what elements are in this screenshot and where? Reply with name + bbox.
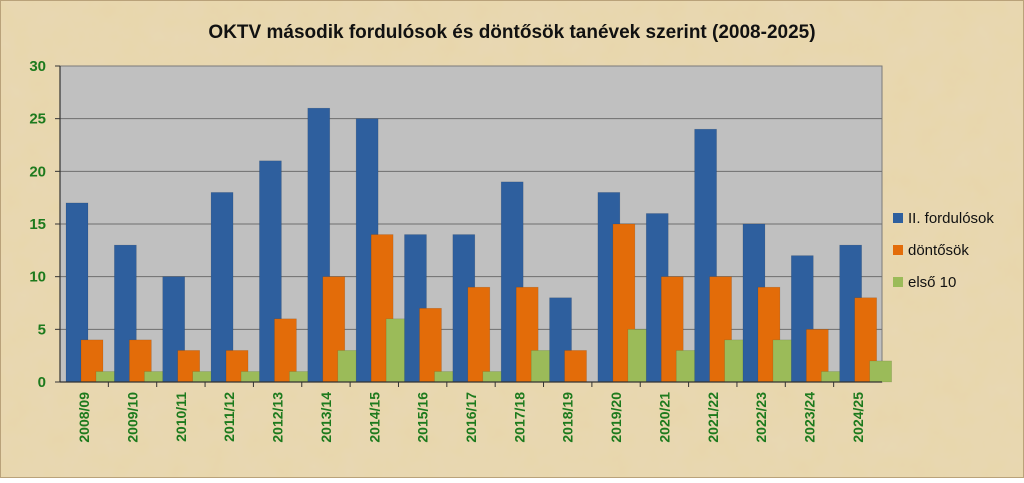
legend-elso-10-swatch — [893, 277, 903, 287]
x-tick-label: 2019/20 — [608, 392, 624, 443]
x-tick-label: 2008/09 — [76, 392, 92, 443]
x-tick-label: 2024/25 — [850, 392, 866, 443]
y-axis-tick-labels: 0 5 10 15 20 25 30 — [29, 58, 46, 391]
x-tick-label: 2017/18 — [511, 392, 527, 443]
bar-dontosok — [564, 350, 587, 383]
y-tick-label: 30 — [29, 58, 46, 75]
y-tick-label: 25 — [29, 111, 46, 128]
bars — [65, 107, 892, 383]
legend-dontosok-label: döntősök — [908, 242, 969, 259]
x-tick-label: 2021/22 — [705, 392, 721, 443]
x-axis-tick-labels: 2008/09 2009/10 2010/11 2011/12 2012/13 2013/… — [76, 392, 866, 443]
x-tick-label: 2013/14 — [318, 392, 334, 443]
x-tick-label: 2022/23 — [753, 392, 769, 443]
x-tick-label: 2020/21 — [656, 392, 672, 443]
y-tick-label: 10 — [29, 269, 46, 286]
x-tick-label: 2023/24 — [801, 392, 817, 443]
chart-title: OKTV második fordulósok és döntősök tané… — [208, 22, 815, 43]
x-tick-label: 2016/17 — [463, 392, 479, 443]
legend-elso-10-label: első 10 — [908, 274, 956, 291]
axes — [55, 65, 882, 387]
x-tick-label: 2010/11 — [173, 392, 189, 442]
x-tick-label: 2014/15 — [366, 392, 382, 443]
y-tick-label: 15 — [29, 216, 46, 233]
legend-ii-fordulosok-swatch — [893, 213, 903, 223]
legend-dontosok-swatch — [893, 245, 903, 255]
x-tick-label: 2011/12 — [221, 392, 237, 442]
bar-dontosok — [467, 286, 491, 383]
legend-ii-fordulosok-label: II. fordulósok — [908, 210, 994, 227]
legend: II. fordulósok döntősök első 10 — [893, 210, 994, 291]
y-tick-label: 0 — [38, 374, 46, 391]
x-tick-label: 2009/10 — [125, 392, 141, 443]
bar-elso-10 — [869, 360, 892, 383]
x-tick-label: 2018/19 — [560, 392, 576, 443]
y-tick-label: 20 — [29, 163, 46, 180]
y-tick-label: 5 — [38, 321, 46, 338]
bar-dontosok — [419, 307, 442, 383]
x-tick-label: 2012/13 — [270, 392, 286, 443]
x-tick-label: 2015/16 — [415, 392, 431, 443]
